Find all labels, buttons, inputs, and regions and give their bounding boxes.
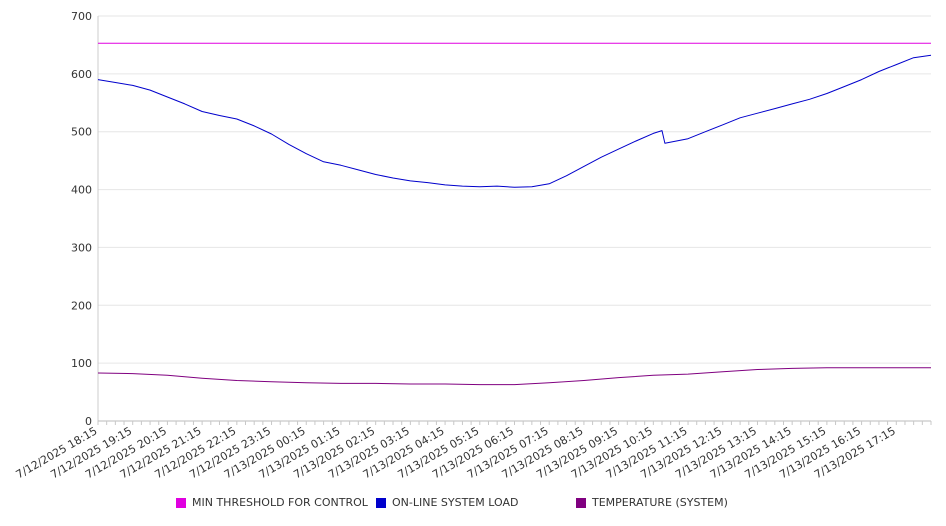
series-lines: [97, 42, 932, 386]
legend: MIN THRESHOLD FOR CONTROL ON-LINE SYSTEM…: [0, 496, 946, 516]
x-axis-ticks: 7/12/2025 18:157/12/2025 19:157/12/2025 …: [14, 424, 898, 481]
y-tick-label: 500: [71, 126, 92, 139]
legend-swatch-min-threshold: [176, 497, 186, 508]
legend-item-min-threshold[interactable]: MIN THRESHOLD FOR CONTROL: [176, 496, 368, 509]
legend-item-temperature[interactable]: TEMPERATURE (SYSTEM): [576, 496, 728, 509]
y-tick-label: 300: [71, 241, 92, 254]
legend-label-temperature: TEMPERATURE (SYSTEM): [592, 496, 728, 509]
series-line-temperature-system: [97, 367, 931, 386]
y-tick-label: 700: [71, 10, 92, 23]
axes: [97, 16, 932, 425]
y-tick-label: 400: [71, 184, 92, 197]
y-tick-label: 600: [71, 68, 92, 81]
y-axis-ticks: 0 100 200 300 400 500 600 700: [71, 10, 92, 428]
gridlines: [98, 15, 931, 422]
legend-swatch-temperature: [576, 497, 586, 508]
y-tick-label: 0: [85, 415, 92, 428]
y-tick-label: 200: [71, 299, 92, 312]
legend-swatch-system-load: [376, 497, 386, 508]
y-tick-label: 100: [71, 357, 92, 370]
legend-label-system-load: ON-LINE SYSTEM LOAD: [392, 496, 519, 509]
legend-item-system-load[interactable]: ON-LINE SYSTEM LOAD: [376, 496, 518, 509]
series-line-on-line-system-load: [97, 54, 932, 188]
legend-label-min-threshold: MIN THRESHOLD FOR CONTROL: [192, 496, 368, 509]
